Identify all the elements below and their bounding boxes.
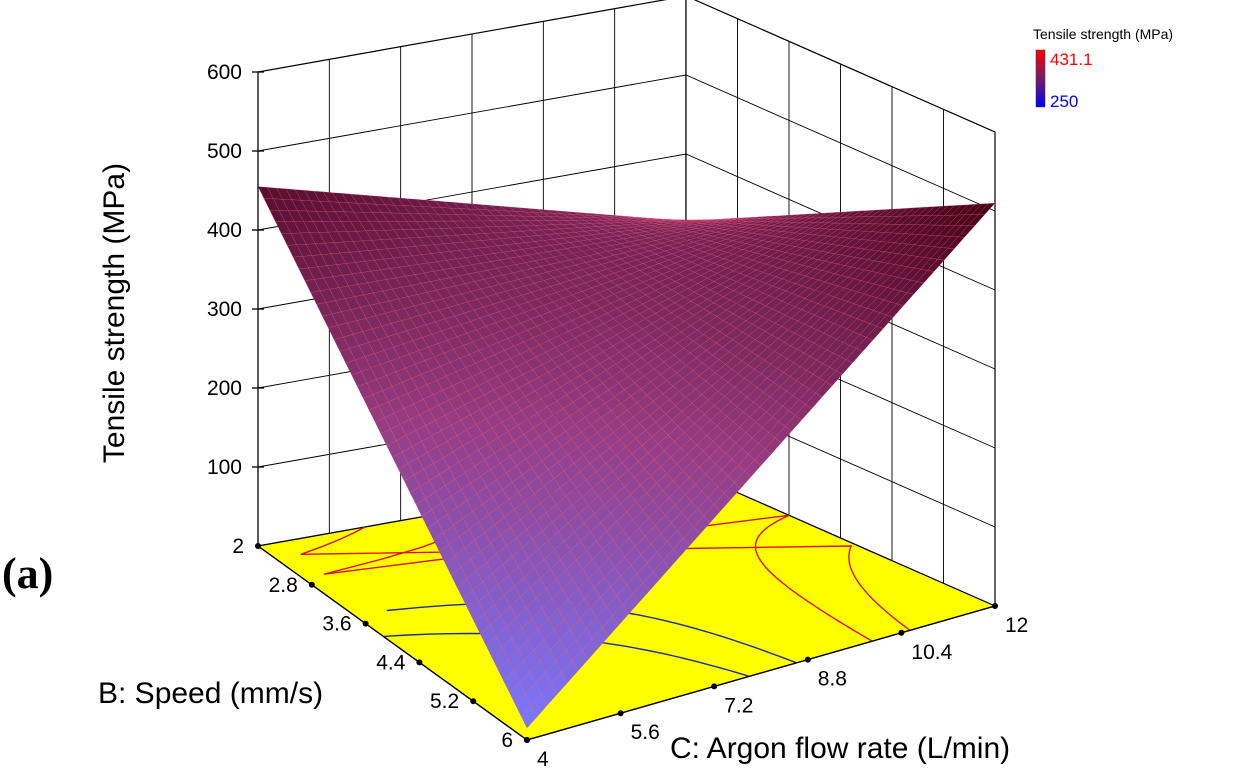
y-tick <box>898 629 905 636</box>
colorbar-swatch <box>1035 49 1046 108</box>
y-tick-label: 8.8 <box>818 668 847 691</box>
x-axis-label: B: Speed (mm/s) <box>98 677 323 710</box>
colorbar-legend: Tensile strength (MPa) 431.1 250 <box>1033 26 1173 111</box>
x-tick <box>416 659 423 666</box>
surface-patch <box>520 704 538 729</box>
y-tick <box>617 710 624 717</box>
x-tick-label: 2.8 <box>269 574 298 597</box>
colorbar-min-label: 250 <box>1050 92 1078 111</box>
x-tick <box>308 581 315 588</box>
y-tick-label: 10.4 <box>911 641 952 664</box>
z-tick-label: 100 <box>207 456 242 479</box>
z-tick-label: 500 <box>207 140 242 163</box>
x-tick <box>362 620 369 627</box>
x-axis-line <box>257 545 528 741</box>
y-tick-label: 7.2 <box>724 694 753 717</box>
z-tick-label: 200 <box>207 377 242 400</box>
gridline <box>257 74 996 212</box>
z-tick-label: 400 <box>207 219 242 242</box>
y-tick <box>992 603 998 609</box>
y-tick-label: 12 <box>1005 614 1028 637</box>
x-tick <box>470 698 477 705</box>
x-tick-label: 2 <box>232 535 244 558</box>
colorbar-max-label: 431.1 <box>1050 50 1093 69</box>
response-surface <box>257 186 996 729</box>
z-tick-label: 600 <box>207 61 242 84</box>
x-tick-label: 4.4 <box>376 651 406 674</box>
y-tick-label: 4 <box>537 748 549 771</box>
x-tick-label: 6 <box>501 729 513 752</box>
panel-label: (a) <box>2 549 54 598</box>
axes: 2 2.8 3.6 4.4 5.2 6 4 5.6 7.2 8.8 10.4 12 100 200 300 4… <box>207 61 1028 771</box>
y-tick <box>524 737 530 743</box>
y-tick <box>804 656 811 663</box>
z-tick-label: 300 <box>207 298 242 321</box>
y-tick-label: 5.6 <box>631 721 660 744</box>
x-tick-label: 5.2 <box>430 690 459 713</box>
y-axis-line <box>526 605 996 741</box>
x-tick-label: 3.6 <box>322 613 351 636</box>
y-axis-label: C: Argon flow rate (L/min) <box>670 732 1010 765</box>
z-axis-label: Tensile strength (MPa) <box>98 163 131 463</box>
contour-line <box>300 526 911 631</box>
y-tick <box>711 683 718 690</box>
colorbar-title: Tensile strength (MPa) <box>1033 26 1173 42</box>
